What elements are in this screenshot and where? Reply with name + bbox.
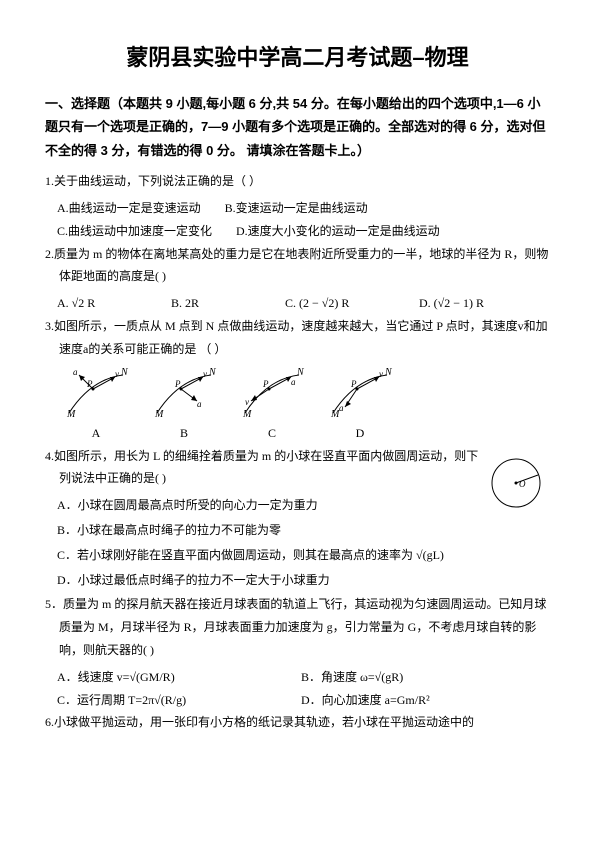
q5-options: A．线速度 v=√(GM/R) B．角速度 ω=√(gR) C．运行周期 T=2…: [45, 666, 550, 712]
q5-opt-a: A．线速度 v=√(GM/R): [57, 666, 277, 689]
svg-text:P: P: [350, 379, 357, 389]
q2-opt-d: D. (√2 − 1) R: [419, 292, 484, 315]
q2-opt-b: B. 2R: [171, 292, 261, 315]
q3-label-b: B: [149, 426, 219, 441]
q1-stem: 1.关于曲线运动，下列说法正确的是（ ）: [45, 170, 550, 193]
q3-stem: 3.如图所示，一质点从 M 点到 N 点做曲线运动，速度越来越大，当它通过 P …: [45, 315, 550, 361]
q2-stem: 2.质量为 m 的物体在离地某高处的重力是它在地表附近所受重力的一半，地球的半径…: [45, 243, 550, 289]
q3-label-d: D: [325, 426, 395, 441]
svg-text:M: M: [242, 409, 252, 419]
q6-stem: 6.小球做平抛运动，用一张印有小方格的纸记录其轨迹，若小球在平抛运动途中的: [45, 711, 550, 734]
q3-label-a: A: [61, 426, 131, 441]
svg-text:a: a: [291, 377, 296, 387]
svg-text:M: M: [154, 409, 164, 419]
q4-opt-b: B．小球在最高点时绳子的拉力不可能为零: [57, 519, 486, 542]
svg-text:a: a: [73, 367, 78, 377]
svg-text:v: v: [115, 369, 119, 379]
svg-text:a: a: [339, 403, 344, 413]
svg-text:P: P: [174, 379, 181, 389]
svg-text:v: v: [203, 369, 207, 379]
svg-text:a: a: [197, 399, 202, 409]
q4-diagram: O: [486, 453, 546, 513]
exam-title: 蒙阴县实验中学高二月考试题–物理: [45, 40, 550, 72]
svg-text:v: v: [379, 369, 383, 379]
svg-text:v: v: [245, 397, 249, 407]
q2-opt-a: A. √2 R: [57, 292, 147, 315]
svg-text:N: N: [208, 367, 217, 378]
svg-text:N: N: [120, 367, 129, 378]
q4-opt-c: C．若小球刚好能在竖直平面内做圆周运动，则其在最高点的速率为 √(gL): [57, 544, 486, 567]
svg-text:M: M: [66, 409, 76, 419]
q1-opt-d: D.速度大小变化的运动一定是曲线运动: [236, 220, 440, 243]
q2-opt-c: C. (2 − √2) R: [285, 292, 395, 315]
q3-label-c: C: [237, 426, 307, 441]
q5-opt-d: D．向心加速度 a=Gm/R²: [301, 689, 430, 712]
q2-options: A. √2 R B. 2R C. (2 − √2) R D. (√2 − 1) …: [45, 292, 550, 315]
q3-diagram-a: M N P v a: [61, 367, 131, 419]
q1-opt-b: B.变速运动一定是曲线运动: [225, 197, 368, 220]
svg-text:P: P: [262, 379, 269, 389]
q5-opt-c: C．运行周期 T=2π√(R/g): [57, 689, 277, 712]
q3-diagram-c: M N P a v: [237, 367, 307, 419]
q1-opt-a: A.曲线运动一定是变速运动: [57, 197, 201, 220]
q5-stem: 5．质量为 m 的探月航天器在接近月球表面的轨道上飞行，其运动视为匀速圆周运动。…: [45, 593, 550, 661]
q4-opt-a: A．小球在圆周最高点时所受的向心力一定为重力: [57, 494, 486, 517]
q1-opt-c: C.曲线运动中加速度一定变化: [57, 220, 212, 243]
section-header: 一、选择题（本题共 9 小题,每小题 6 分,共 54 分。在每小题给出的四个选…: [45, 92, 550, 162]
q3-diagram-b: M N P v a: [149, 367, 219, 419]
svg-text:N: N: [384, 367, 393, 378]
svg-text:N: N: [296, 367, 305, 378]
q4-options: A．小球在圆周最高点时所受的向心力一定为重力 B．小球在最高点时绳子的拉力不可能…: [45, 494, 486, 591]
q5-opt-b: B．角速度 ω=√(gR): [301, 666, 403, 689]
q3-diagram-d: M N P v a: [325, 367, 395, 419]
svg-text:O: O: [519, 479, 526, 489]
q4-stem: 4.如图所示，用长为 L 的细绳拴着质量为 m 的小球在竖直平面内做圆周运动，则…: [45, 445, 486, 491]
q4-opt-d: D．小球过最低点时绳子的拉力不一定大于小球重力: [57, 569, 486, 592]
q3-diagrams: M N P v a A M N P v: [45, 367, 550, 441]
q1-options: A.曲线运动一定是变速运动 B.变速运动一定是曲线运动 C.曲线运动中加速度一定…: [45, 197, 550, 243]
